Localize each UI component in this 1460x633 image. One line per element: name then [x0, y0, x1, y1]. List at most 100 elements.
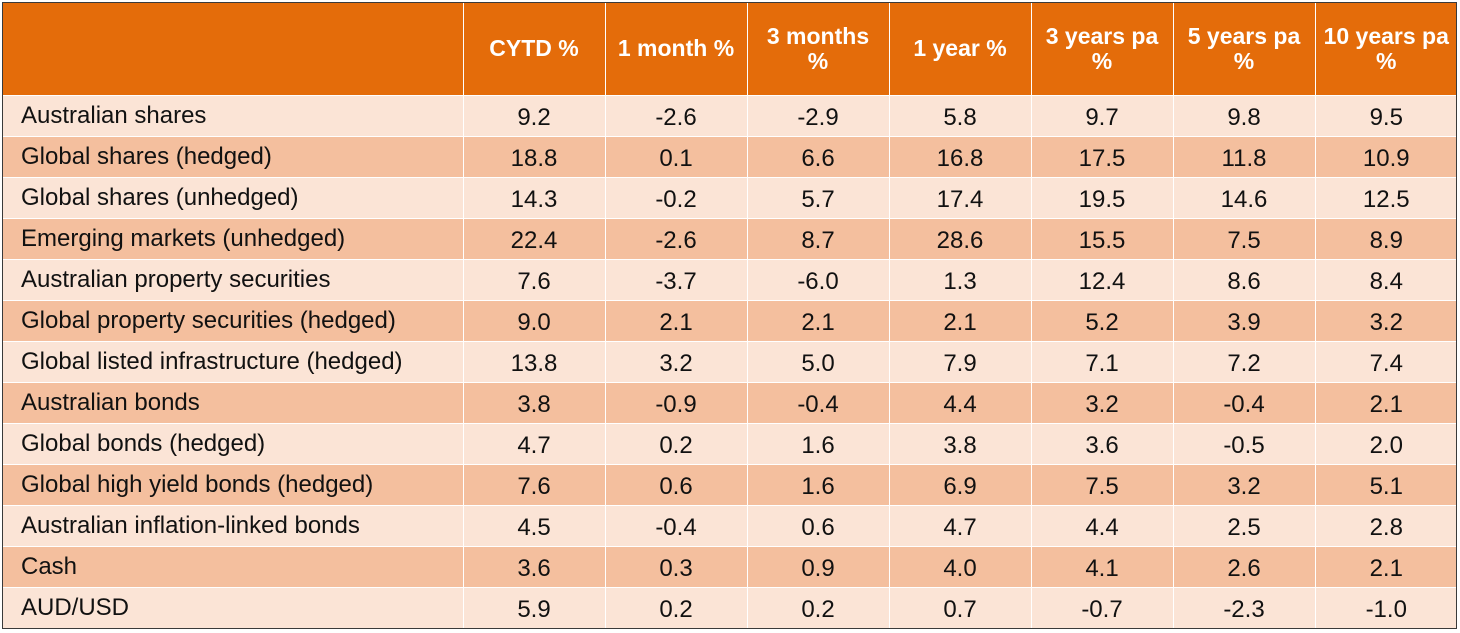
table-row: Australian bonds 3.8 -0.9 -0.4 4.4 3.2 -0.4 2.1 — [3, 381, 1456, 423]
value-cell: 9.5 — [1314, 94, 1456, 136]
header-cell-asset-class — [3, 3, 463, 95]
value-cell: 0.1 — [604, 135, 747, 177]
value-cell: 8.4 — [1314, 258, 1456, 300]
value-cell: 9.2 — [462, 94, 605, 136]
value-cell: 19.5 — [1030, 176, 1173, 218]
value-cell: -0.2 — [604, 176, 747, 218]
value-cell: 8.9 — [1314, 217, 1456, 259]
header-cell-1-month: 1 month % — [604, 3, 747, 95]
value-cell: 22.4 — [462, 217, 605, 259]
value-cell: -0.9 — [604, 381, 747, 423]
value-cell: 2.5 — [1172, 504, 1315, 546]
value-cell: 12.5 — [1314, 176, 1456, 218]
row-label-cell: Global property securities (hedged) — [3, 299, 463, 341]
value-cell: 4.7 — [888, 504, 1031, 546]
value-cell: 8.6 — [1172, 258, 1315, 300]
row-label-cell: Global shares (hedged) — [3, 135, 463, 177]
value-cell: 1.6 — [746, 422, 889, 464]
value-cell: 2.8 — [1314, 504, 1456, 546]
row-label-cell: Global bonds (hedged) — [3, 422, 463, 464]
value-cell: 2.1 — [1314, 545, 1456, 587]
table-row: Emerging markets (unhedged) 22.4 -2.6 8.7 28… — [3, 217, 1456, 259]
table-row: Cash 3.6 0.3 0.9 4.0 4.1 2.6 2.1 — [3, 545, 1456, 587]
value-cell: 28.6 — [888, 217, 1031, 259]
value-cell: -1.0 — [1314, 586, 1456, 628]
table-row: Global shares (unhedged) 14.3 -0.2 5.7 17.4 1… — [3, 176, 1456, 218]
value-cell: 1.6 — [746, 463, 889, 505]
value-cell: 10.9 — [1314, 135, 1456, 177]
value-cell: 7.4 — [1314, 340, 1456, 382]
value-cell: -3.7 — [604, 258, 747, 300]
value-cell: -0.4 — [746, 381, 889, 423]
value-cell: 11.8 — [1172, 135, 1315, 177]
header-cell-3-months: 3 months % — [746, 3, 889, 95]
table-row: AUD/USD 5.9 0.2 0.2 0.7 -0.7 -2.3 -1.0 — [3, 586, 1456, 628]
value-cell: 18.8 — [462, 135, 605, 177]
value-cell: 0.2 — [604, 422, 747, 464]
value-cell: 9.8 — [1172, 94, 1315, 136]
value-cell: 5.7 — [746, 176, 889, 218]
value-cell: 3.6 — [1030, 422, 1173, 464]
value-cell: 0.7 — [888, 586, 1031, 628]
header-cell-cytd: CYTD % — [462, 3, 605, 95]
header-cell-5-years-pa: 5 years pa % — [1172, 3, 1315, 95]
value-cell: 5.8 — [888, 94, 1031, 136]
row-label-cell: Australian shares — [3, 94, 463, 136]
value-cell: 14.6 — [1172, 176, 1315, 218]
row-label-cell: Global shares (unhedged) — [3, 176, 463, 218]
value-cell: 4.1 — [1030, 545, 1173, 587]
value-cell: -2.3 — [1172, 586, 1315, 628]
value-cell: 0.9 — [746, 545, 889, 587]
table-row: Global bonds (hedged) 4.7 0.2 1.6 3.8 3.6 -0.5… — [3, 422, 1456, 464]
value-cell: 3.8 — [462, 381, 605, 423]
value-cell: 7.5 — [1172, 217, 1315, 259]
table-row: Australian inflation-linked bonds 4.5 -0.4… — [3, 504, 1456, 546]
value-cell: 7.5 — [1030, 463, 1173, 505]
row-label-cell: Emerging markets (unhedged) — [3, 217, 463, 259]
table-row: Australian shares 9.2 -2.6 -2.9 5.8 9.7 9.8 9.5 — [3, 94, 1456, 136]
value-cell: 5.0 — [746, 340, 889, 382]
header-cell-10-years-pa: 10 years pa % — [1314, 3, 1456, 95]
value-cell: -0.5 — [1172, 422, 1315, 464]
value-cell: 3.8 — [888, 422, 1031, 464]
value-cell: 3.6 — [462, 545, 605, 587]
value-cell: 16.8 — [888, 135, 1031, 177]
value-cell: 12.4 — [1030, 258, 1173, 300]
value-cell: 6.6 — [746, 135, 889, 177]
value-cell: -0.4 — [604, 504, 747, 546]
value-cell: 2.1 — [1314, 381, 1456, 423]
row-label-cell: Global listed infrastructure (hedged) — [3, 340, 463, 382]
header-cell-1-year: 1 year % — [888, 3, 1031, 95]
row-label-cell: Australian property securities — [3, 258, 463, 300]
row-label-cell: Australian inflation-linked bonds — [3, 504, 463, 546]
value-cell: 9.7 — [1030, 94, 1173, 136]
value-cell: 5.2 — [1030, 299, 1173, 341]
value-cell: 4.4 — [1030, 504, 1173, 546]
value-cell: -2.6 — [604, 217, 747, 259]
value-cell: 0.2 — [746, 586, 889, 628]
row-label-cell: AUD/USD — [3, 586, 463, 628]
value-cell: 2.0 — [1314, 422, 1456, 464]
value-cell: 4.5 — [462, 504, 605, 546]
header-cell-3-years-pa: 3 years pa % — [1030, 3, 1173, 95]
value-cell: 6.9 — [888, 463, 1031, 505]
value-cell: 4.0 — [888, 545, 1031, 587]
value-cell: 0.6 — [604, 463, 747, 505]
table-row: Global high yield bonds (hedged) 7.6 0.6 1.… — [3, 463, 1456, 505]
row-label-cell: Cash — [3, 545, 463, 587]
table-row: Global shares (hedged) 18.8 0.1 6.6 16.8 17.5… — [3, 135, 1456, 177]
value-cell: 3.2 — [604, 340, 747, 382]
value-cell: 5.9 — [462, 586, 605, 628]
value-cell: 3.2 — [1172, 463, 1315, 505]
value-cell: -0.4 — [1172, 381, 1315, 423]
value-cell: 2.1 — [888, 299, 1031, 341]
value-cell: -2.6 — [604, 94, 747, 136]
table-row: Global listed infrastructure (hedged) 13.… — [3, 340, 1456, 382]
value-cell: 7.6 — [462, 463, 605, 505]
value-cell: 7.6 — [462, 258, 605, 300]
value-cell: 0.2 — [604, 586, 747, 628]
row-label-cell: Australian bonds — [3, 381, 463, 423]
value-cell: 17.4 — [888, 176, 1031, 218]
value-cell: 4.4 — [888, 381, 1031, 423]
value-cell: -2.9 — [746, 94, 889, 136]
